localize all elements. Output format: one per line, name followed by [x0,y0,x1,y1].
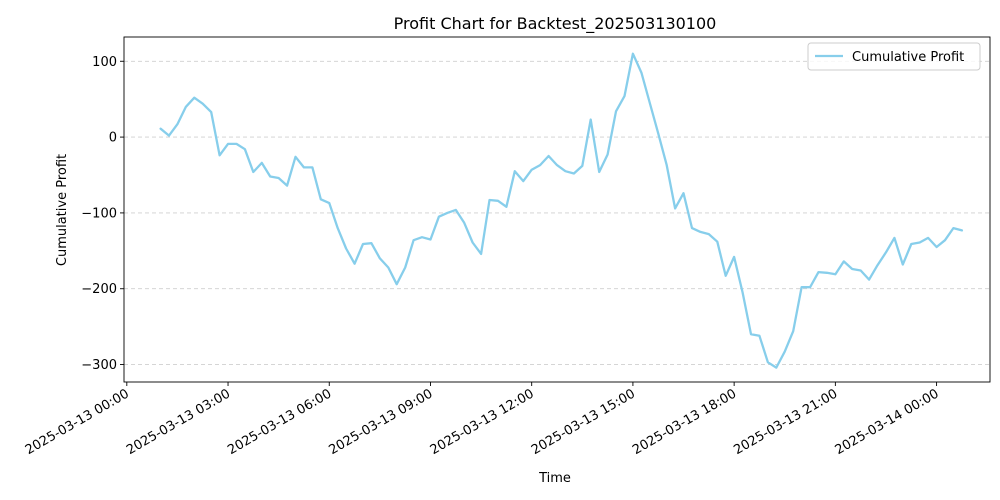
y-tick-label: −300 [81,358,117,373]
y-tick-label: 0 [109,131,117,146]
legend: Cumulative Profit [807,42,981,71]
y-axis-ticks: 100 0 −100 −200 −300 [81,55,124,373]
legend-box [807,42,981,71]
plot-frame [123,36,991,383]
chart-title: Profit Chart for Backtest_202503130100 [394,14,717,34]
y-tick-label: −200 [81,282,117,297]
cumulative-profit-line [159,52,964,369]
legend-label: Cumulative Profit [852,50,964,65]
y-tick-label: −100 [81,206,117,221]
y-tick-label: 100 [92,55,117,70]
y-axis-label: Cumulative Profit [55,154,70,266]
x-axis-label: Time [538,471,571,486]
